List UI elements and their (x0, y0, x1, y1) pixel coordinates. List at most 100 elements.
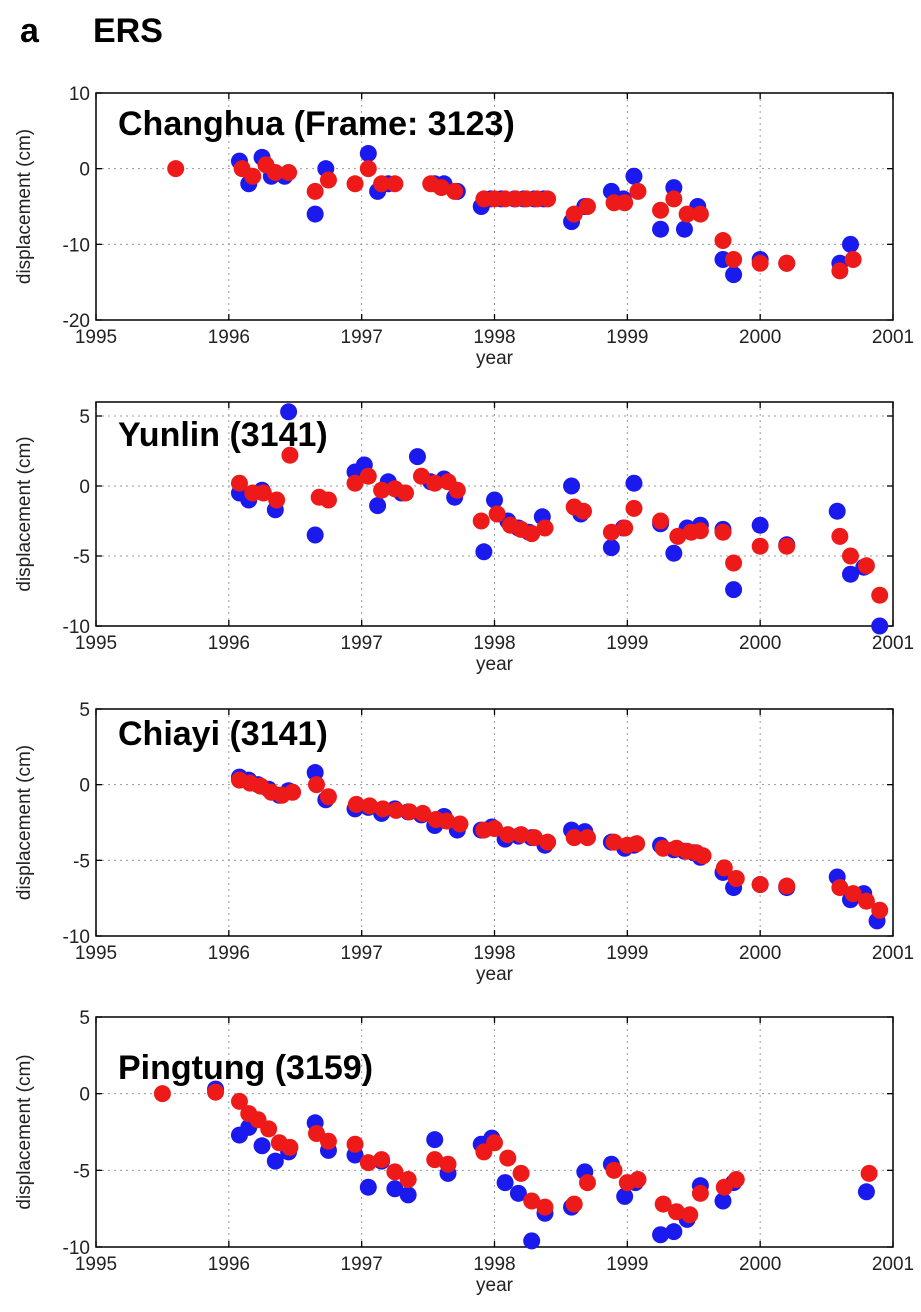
x-tick-label: 2000 (739, 327, 781, 348)
data-point-red (512, 826, 530, 844)
series-red (230, 771, 889, 919)
data-point-blue (751, 516, 769, 534)
data-point-blue (691, 848, 709, 866)
data-point-blue (602, 182, 620, 200)
data-point-blue (572, 505, 590, 523)
y-tick-label: -20 (63, 311, 90, 332)
data-point-blue (280, 1143, 298, 1161)
x-tick-label: 1996 (208, 633, 250, 654)
y-axis-label: displacement (cm) (14, 129, 35, 284)
data-point-blue (602, 539, 620, 557)
data-point-blue (426, 1131, 444, 1149)
data-point-blue (260, 780, 278, 798)
data-point-blue (240, 771, 258, 789)
data-point-blue (714, 250, 732, 268)
x-tick-label: 1997 (341, 943, 383, 964)
data-point-red (857, 557, 875, 575)
x-ticks: 1995 1996 1997 1998 1999 2000 2001 (75, 1017, 914, 1275)
data-point-blue (439, 1164, 457, 1182)
y-axis-label: displacement (cm) (14, 436, 35, 591)
data-point-blue (472, 198, 490, 215)
data-point-red (486, 820, 503, 838)
data-point-blue (412, 806, 430, 824)
data-point-blue (725, 266, 743, 284)
data-point-red (306, 182, 324, 200)
data-point-blue (576, 823, 594, 841)
data-point-blue (435, 175, 453, 193)
data-point-blue (207, 1080, 225, 1098)
data-point-blue (505, 190, 523, 208)
data-point-red (207, 1083, 225, 1101)
data-point-red (578, 829, 596, 847)
data-point-blue (751, 876, 769, 894)
data-point-red (565, 1195, 583, 1213)
data-point-red (319, 491, 337, 509)
data-point-blue (240, 175, 258, 193)
data-point-blue (751, 250, 769, 268)
data-point-red (266, 163, 284, 181)
data-point-red (860, 1164, 878, 1182)
data-point-red (682, 523, 700, 541)
y-ticks: 5 0 -5 -10 (63, 1008, 893, 1259)
data-point-blue (652, 220, 670, 238)
data-point-blue (483, 1129, 501, 1147)
x-tick-label: 1996 (208, 327, 250, 348)
data-point-blue (509, 827, 527, 845)
x-tick-label: 1999 (606, 943, 648, 964)
data-point-blue (665, 179, 683, 197)
data-point-red (427, 810, 445, 828)
data-point-red (319, 1132, 337, 1150)
data-point-red (397, 484, 415, 502)
x-tick-label: 2001 (872, 633, 914, 654)
x-tick-label: 2001 (872, 327, 914, 348)
data-point-red (244, 167, 262, 185)
data-point-blue (230, 484, 248, 502)
data-point-red (488, 505, 506, 523)
data-point-blue (626, 1174, 644, 1192)
data-point-red (539, 190, 557, 208)
x-tick-label: 2000 (739, 633, 781, 654)
data-point-red (281, 1138, 299, 1156)
data-point-red (512, 1164, 530, 1182)
data-point-blue (249, 776, 267, 794)
data-point-red (871, 901, 889, 919)
data-point-red (625, 499, 643, 517)
data-point-blue (379, 175, 397, 193)
data-point-blue (563, 477, 581, 495)
data-point-blue (828, 868, 846, 886)
data-point-red (359, 160, 377, 178)
data-point-blue (280, 403, 298, 421)
data-point-blue (393, 484, 411, 502)
data-point-red (230, 771, 248, 789)
x-tick-label: 1999 (606, 1254, 648, 1275)
data-point-blue (483, 818, 501, 836)
data-point-red (751, 876, 769, 894)
axes-frame (95, 708, 894, 937)
data-point-red (667, 1203, 685, 1221)
data-point-red (691, 205, 709, 223)
grid-lines (96, 93, 893, 320)
y-tick-label: 5 (79, 1008, 90, 1029)
data-point-red (652, 512, 670, 530)
data-point-blue (408, 448, 426, 466)
data-point-blue (616, 839, 634, 857)
figure-heading: ERS (93, 12, 163, 50)
data-point-red (678, 205, 696, 223)
data-point-red (346, 1135, 364, 1153)
data-point-red (605, 1161, 623, 1179)
y-ticks: 10 0 -10 -20 (63, 84, 893, 332)
data-point-blue (665, 841, 683, 859)
data-point-red (414, 804, 432, 822)
data-point-blue (714, 520, 732, 538)
x-axis-label: year (476, 348, 514, 369)
data-point-red (725, 250, 743, 268)
data-point-red (230, 474, 248, 492)
data-point-blue (535, 190, 553, 208)
data-point-red (715, 1178, 733, 1196)
data-point-blue (685, 844, 703, 862)
x-axis-label: year (476, 1275, 514, 1296)
x-tick-label: 1998 (473, 1254, 515, 1275)
data-point-blue (625, 836, 643, 854)
data-point-red (499, 826, 517, 844)
